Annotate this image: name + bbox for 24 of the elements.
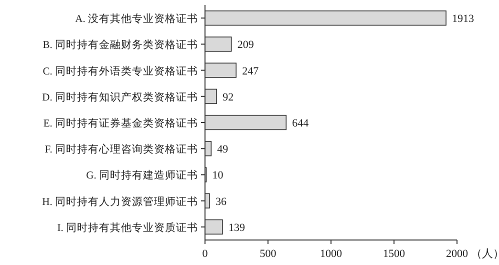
y-tick-label: A. 没有其他专业资格证书 [75, 12, 198, 26]
data-label: 209 [237, 39, 254, 52]
y-tick-label: I. 同时持有其他专业资质证书 [57, 220, 198, 234]
y-tick-label: F. 同时持有心理咨询类资格证书 [44, 142, 198, 156]
data-label: 36 [216, 196, 228, 208]
data-label: 92 [222, 91, 234, 104]
data-label: 49 [217, 144, 229, 156]
x-tick-label: 0 [202, 248, 208, 260]
y-tick-label: H. 同时持有人力资源管理师证书 [42, 194, 198, 208]
data-label: 10 [212, 170, 224, 182]
y-tick-label: E. 同时持有证券基金类资格证书 [43, 116, 198, 130]
y-tick-label: C. 同时持有外语类专业资格证书 [42, 64, 198, 78]
data-label: 139 [228, 222, 246, 234]
y-tick-label: B. 同时持有金融财务类资格证书 [42, 38, 198, 52]
data-label: 1913 [452, 13, 475, 26]
x-axis-title: （人） [471, 248, 499, 260]
y-tick-label: D. 同时持有知识产权类资格证书 [42, 90, 198, 104]
x-tick-label: 500 [260, 248, 277, 260]
y-tick-label: G. 同时持有建造师证书 [86, 168, 198, 182]
data-label: 644 [292, 118, 310, 130]
data-label: 247 [242, 65, 260, 78]
x-tick-label: 1500 [383, 248, 406, 260]
x-tick-label: 1000 [320, 248, 342, 260]
x-tick-label: 2000 [446, 248, 468, 260]
